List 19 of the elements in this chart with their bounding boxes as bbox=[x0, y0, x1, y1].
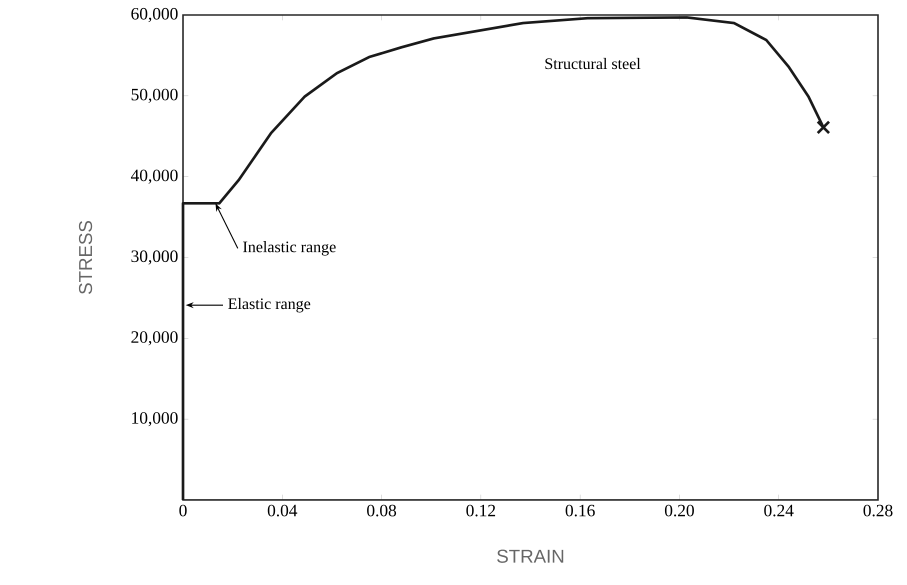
x-tick-label: 0.28 bbox=[864, 504, 893, 516]
x-tick-label: 0.04 bbox=[268, 504, 298, 516]
x-tick-label: 0.08 bbox=[367, 504, 396, 516]
x-tick-label: 0.24 bbox=[764, 504, 794, 516]
y-tick-label: 10,000 bbox=[132, 412, 178, 426]
x-tick-label: 0.12 bbox=[466, 504, 496, 516]
y-axis-title: STRESS bbox=[78, 220, 92, 294]
y-tick-label: 20,000 bbox=[131, 331, 178, 346]
x-axis-title: STRAIN bbox=[497, 550, 564, 563]
annotation: Inelastic range bbox=[243, 241, 336, 256]
annotation: Elastic range bbox=[228, 298, 310, 312]
y-tick-label: 60,000 bbox=[131, 8, 178, 22]
x-tick-label: 0 bbox=[179, 504, 187, 516]
y-tick-label: 40,000 bbox=[130, 170, 178, 184]
x-tick-label: 0.20 bbox=[664, 504, 694, 516]
x-tick-label: 0.16 bbox=[566, 504, 595, 516]
y-tick-label: 30,000 bbox=[131, 250, 178, 265]
y-tick-label: 50,000 bbox=[132, 88, 178, 103]
text: Structural steel bbox=[545, 58, 640, 70]
